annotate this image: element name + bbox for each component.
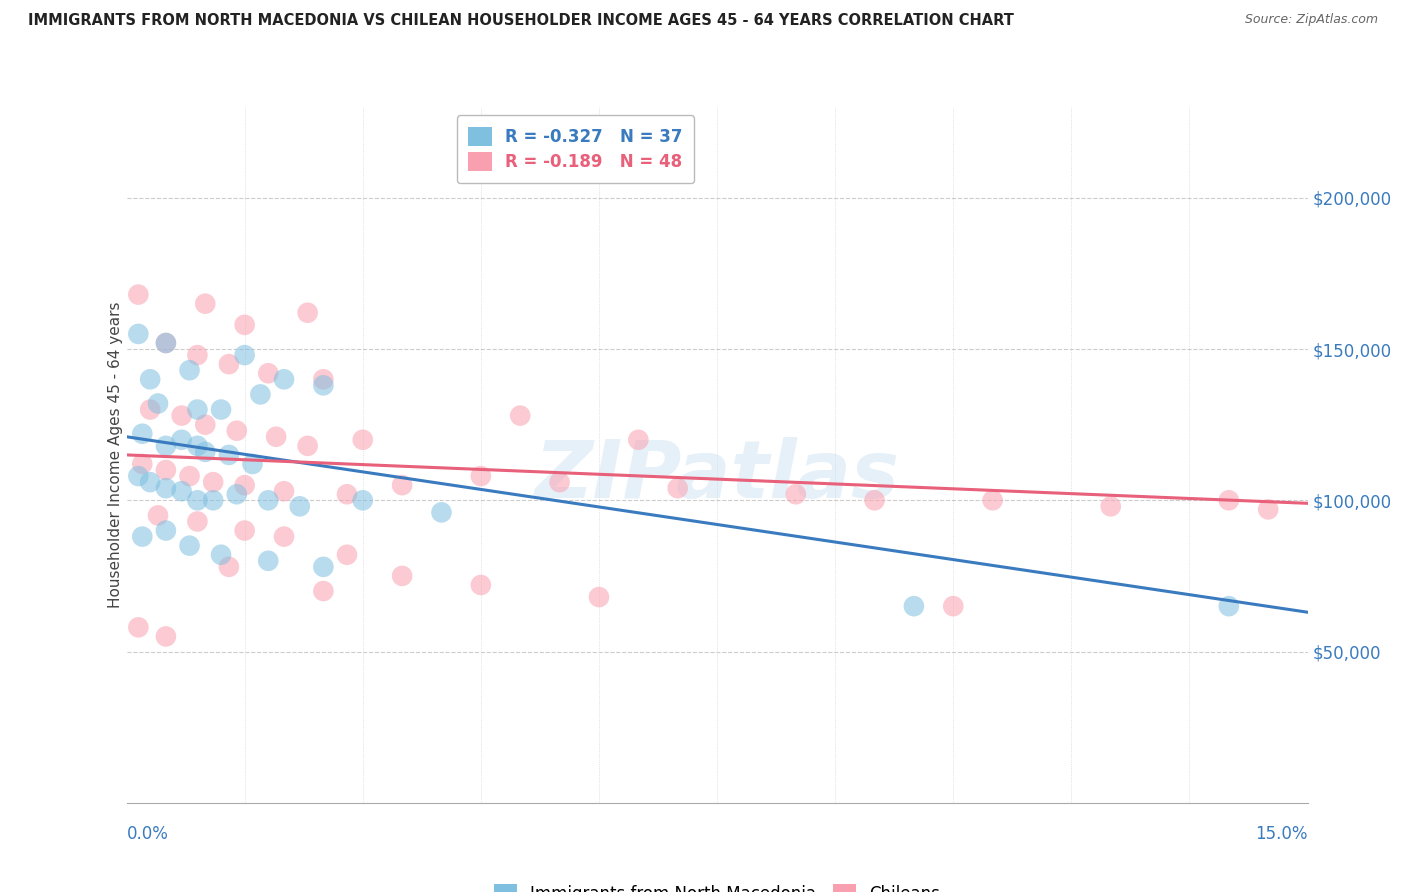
Point: [218, 357, 240, 371]
Point: [312, 378, 335, 392]
Point: [264, 430, 287, 444]
Point: [1218, 493, 1240, 508]
Point: [202, 475, 225, 490]
Point: [194, 417, 217, 432]
Point: [257, 554, 280, 568]
Point: [218, 559, 240, 574]
Point: [194, 445, 217, 459]
Point: [139, 475, 162, 490]
Point: [179, 539, 201, 553]
Point: [186, 439, 208, 453]
Point: [548, 475, 571, 490]
Point: [312, 584, 335, 599]
Point: [170, 484, 193, 499]
Text: 15.0%: 15.0%: [1256, 825, 1308, 843]
Point: [785, 487, 807, 501]
Point: [257, 366, 280, 380]
Point: [242, 457, 264, 471]
Point: [202, 493, 225, 508]
Point: [209, 402, 232, 417]
Point: [155, 463, 177, 477]
Text: IMMIGRANTS FROM NORTH MACEDONIA VS CHILEAN HOUSEHOLDER INCOME AGES 45 - 64 YEARS: IMMIGRANTS FROM NORTH MACEDONIA VS CHILE…: [28, 13, 1014, 29]
Point: [139, 402, 162, 417]
Point: [430, 505, 453, 519]
Point: [131, 530, 153, 544]
Point: [155, 336, 177, 351]
Point: [336, 487, 359, 501]
Point: [186, 402, 208, 417]
Point: [352, 493, 374, 508]
Point: [233, 478, 256, 492]
Point: [218, 448, 240, 462]
Point: [509, 409, 531, 423]
Point: [1218, 599, 1240, 614]
Point: [336, 548, 359, 562]
Point: [225, 424, 247, 438]
Point: [627, 433, 650, 447]
Point: [273, 530, 295, 544]
Point: [146, 396, 169, 410]
Point: [155, 481, 177, 495]
Point: [131, 426, 153, 441]
Point: [170, 409, 193, 423]
Point: [131, 457, 153, 471]
Point: [127, 287, 149, 301]
Point: [1257, 502, 1279, 516]
Point: [186, 348, 208, 362]
Point: [288, 500, 311, 514]
Point: [155, 336, 177, 351]
Point: [588, 590, 610, 604]
Point: [666, 481, 689, 495]
Point: [146, 508, 169, 523]
Point: [127, 469, 149, 483]
Point: [352, 433, 374, 447]
Point: [470, 578, 492, 592]
Point: [155, 524, 177, 538]
Point: [186, 493, 208, 508]
Point: [233, 524, 256, 538]
Point: [233, 318, 256, 332]
Point: [297, 439, 319, 453]
Point: [186, 515, 208, 529]
Point: [170, 433, 193, 447]
Point: [179, 469, 201, 483]
Point: [903, 599, 925, 614]
Point: [127, 326, 149, 341]
Point: [155, 439, 177, 453]
Point: [179, 363, 201, 377]
Point: [391, 478, 413, 492]
Point: [1099, 500, 1122, 514]
Text: ZIPatlas: ZIPatlas: [534, 437, 900, 515]
Point: [273, 372, 295, 386]
Point: [273, 484, 295, 499]
Y-axis label: Householder Income Ages 45 - 64 years: Householder Income Ages 45 - 64 years: [108, 301, 122, 608]
Point: [297, 306, 319, 320]
Point: [194, 296, 217, 310]
Point: [209, 548, 232, 562]
Point: [981, 493, 1004, 508]
Point: [312, 372, 335, 386]
Point: [391, 569, 413, 583]
Point: [942, 599, 965, 614]
Text: Source: ZipAtlas.com: Source: ZipAtlas.com: [1244, 13, 1378, 27]
Point: [127, 620, 149, 634]
Point: [233, 348, 256, 362]
Point: [470, 469, 492, 483]
Point: [225, 487, 247, 501]
Point: [312, 559, 335, 574]
Text: 0.0%: 0.0%: [127, 825, 169, 843]
Point: [863, 493, 886, 508]
Point: [155, 629, 177, 643]
Point: [249, 387, 271, 401]
Legend: Immigrants from North Macedonia, Chileans: Immigrants from North Macedonia, Chilean…: [484, 874, 950, 892]
Point: [257, 493, 280, 508]
Point: [139, 372, 162, 386]
